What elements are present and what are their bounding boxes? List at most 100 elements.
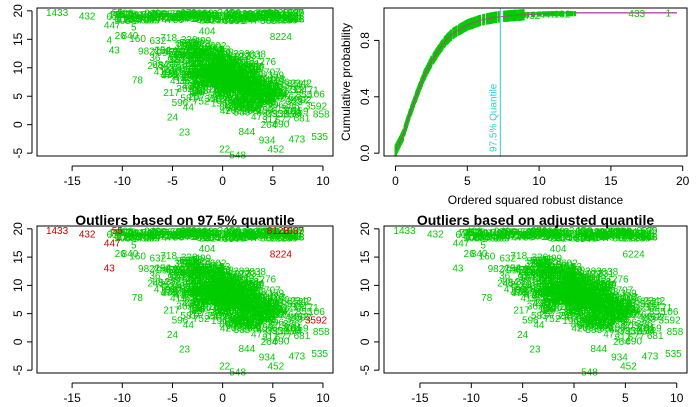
point-label: 295 — [615, 227, 632, 238]
point-label: 264 — [613, 337, 630, 348]
point-label: 671 — [259, 83, 276, 94]
point-label: 210 — [210, 59, 227, 70]
point-label: 264 — [579, 288, 596, 299]
point-label: 403 — [236, 98, 253, 109]
point-label: 587 — [496, 230, 513, 241]
point-label: 622 — [612, 314, 629, 325]
point-label: 71 — [661, 303, 673, 314]
point-label: 712 — [566, 271, 583, 282]
point-label: 553 — [242, 77, 259, 88]
point-label: 447 — [453, 238, 470, 249]
point-label: 419 — [504, 285, 521, 296]
point-label: 782 — [208, 69, 225, 80]
point-label: 530 — [207, 269, 224, 280]
point-label: 506 — [546, 303, 563, 314]
point-label: 118 — [246, 12, 262, 23]
point-label: 477 — [197, 70, 214, 81]
point-label: 297 — [182, 272, 199, 283]
point-label: 442 — [219, 279, 236, 290]
point-label: 648 — [216, 280, 233, 291]
point-label: 748 — [203, 228, 220, 239]
point-label: 879 — [529, 229, 546, 240]
point-label: 63 — [521, 231, 533, 242]
point-label: 195 — [223, 100, 240, 111]
point-label: 375 — [191, 281, 208, 292]
point-label: 902 — [252, 304, 269, 315]
point-label: 356 — [211, 70, 228, 81]
point-label: 362 — [176, 301, 193, 312]
x-tick-label: -5 — [167, 391, 178, 405]
point-label: 819 — [232, 315, 249, 326]
point-label: 473 — [219, 75, 236, 86]
point-label: 232 — [222, 78, 239, 89]
point-label: 580 — [564, 294, 581, 305]
point-label: 281 — [219, 292, 236, 303]
point-label: 242 — [192, 79, 209, 90]
point-label: 560 — [554, 290, 571, 301]
point-label: 35 — [203, 62, 215, 73]
point-label: 540 — [592, 231, 609, 242]
point-label: 272 — [239, 228, 256, 239]
point-label: 494 — [282, 12, 299, 23]
point-label: 797 — [541, 266, 558, 277]
point-label: 323 — [238, 282, 255, 293]
point-label: 276 — [259, 275, 276, 286]
point-label: 193 — [130, 231, 147, 242]
point-label: 423 — [549, 296, 566, 307]
point-label: 108 — [115, 15, 132, 26]
point-label: 728 — [221, 15, 238, 26]
point-label: 838 — [602, 267, 619, 278]
point-label: 363 — [198, 63, 215, 74]
point-label: 561 — [591, 290, 608, 301]
point-label: 7 — [609, 228, 615, 239]
point-label: 611 — [196, 233, 212, 244]
point-label: 254 — [155, 263, 172, 274]
point-label: 10 — [596, 293, 608, 304]
point-label: 499 — [195, 254, 212, 265]
point-label: 650 — [212, 271, 229, 282]
point-label: 159 — [292, 106, 309, 117]
point-label: 335 — [266, 109, 283, 120]
point-label: 143 — [221, 230, 238, 241]
point-label: 896 — [198, 286, 215, 297]
point-label: 57 — [225, 74, 237, 85]
point-label: 768 — [574, 293, 591, 304]
point-label: 929 — [589, 281, 606, 292]
point-label: 257 — [188, 309, 205, 320]
point-label: 214 — [255, 81, 272, 92]
point-label: 660 — [230, 301, 247, 312]
point-label: 197 — [576, 284, 593, 295]
point-label: 362 — [172, 48, 189, 59]
point-label: 875 — [207, 283, 224, 294]
point-label: 428 — [616, 227, 633, 238]
point-label: 424 — [199, 292, 216, 303]
point-label: 881 — [260, 305, 277, 316]
point-label: 934 — [611, 353, 628, 364]
point-label: 652 — [630, 229, 647, 240]
point-label: 279 — [238, 273, 255, 284]
point-label: 702 — [255, 226, 272, 237]
point-label: 587 — [169, 273, 186, 284]
point-label: 272 — [239, 10, 256, 21]
point-label: 312 — [578, 286, 595, 297]
point-label: 820 — [220, 81, 237, 92]
point-label: 850 — [124, 15, 141, 26]
point-label: 330 — [181, 35, 198, 46]
point-label: 708 — [500, 227, 517, 238]
point-label: 274 — [237, 70, 254, 81]
point-label: 193 — [541, 227, 558, 238]
point-label: 76 — [250, 63, 262, 74]
point-label: 361 — [250, 83, 267, 94]
point-label: 974 — [189, 263, 206, 274]
point-label: 949 — [144, 226, 161, 237]
point-label: 404 — [189, 71, 206, 82]
point-label: 911 — [478, 228, 494, 239]
point-label: 363 — [549, 281, 566, 292]
y-tick-label: 5 — [11, 93, 25, 100]
point-label: 428 — [216, 276, 233, 287]
point-label: 596 — [172, 315, 189, 326]
point-label: 961 — [191, 227, 208, 238]
point-label: 71 — [203, 284, 215, 295]
point-label: 455 — [524, 227, 541, 238]
point-label: 918 — [239, 84, 256, 95]
